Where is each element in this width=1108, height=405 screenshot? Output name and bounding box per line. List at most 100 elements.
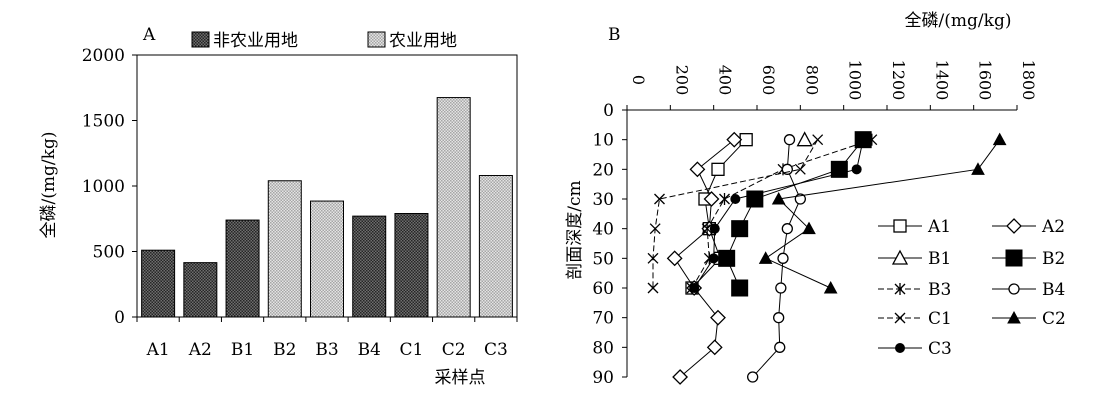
marker-shape <box>710 309 726 326</box>
point-B1 <box>796 131 813 147</box>
point-C3 <box>709 223 720 234</box>
marker-shape <box>1005 249 1023 267</box>
legend-marker <box>1005 249 1023 267</box>
point-C2 <box>971 162 985 175</box>
legend-swatch-agri <box>367 31 386 48</box>
point-B2 <box>731 220 749 238</box>
legend-marker <box>891 249 909 265</box>
legend-item-C3: C3 <box>878 339 952 359</box>
series-line-C2 <box>764 139 1001 289</box>
marker-shape <box>781 163 793 175</box>
legend-marker <box>894 312 906 324</box>
profile-x-tick-label: 400 <box>716 65 735 96</box>
profile-y-tick-label: 40 <box>592 220 614 240</box>
point-A1 <box>711 162 725 176</box>
panel-b-axes: 0 200 400 600 800 1000 1200 1400 1600 1800 0 10 20 30… <box>592 60 1038 388</box>
panel-b: B 全磷/(mg/kg) 剖面深度/cm 0 200 400 600 800 1000 12… <box>565 11 1066 388</box>
bar-C2 <box>436 97 471 318</box>
point-C1 <box>649 223 661 235</box>
bar-x-tick-label: A1 <box>146 340 170 360</box>
point-A2 <box>710 309 726 326</box>
legend-label: A2 <box>1041 217 1065 237</box>
point-B2 <box>746 190 764 208</box>
marker-shape <box>823 280 838 294</box>
profile-x-tick-label: 200 <box>672 65 691 96</box>
point-C2 <box>823 280 838 294</box>
bar-x-tick-label: B3 <box>315 340 338 360</box>
bar-y-tick-label: 500 <box>93 243 125 263</box>
point-B4 <box>773 312 785 324</box>
bar-x-tick-label: B4 <box>358 340 381 360</box>
marker-shape <box>711 162 725 176</box>
bar-y-tick-label: 1500 <box>82 112 125 132</box>
bar-x-tick-label: C1 <box>400 340 424 360</box>
point-C1 <box>647 282 659 294</box>
legend-label: B3 <box>928 280 951 300</box>
legend-label: C2 <box>1042 309 1066 329</box>
marker-shape <box>689 161 706 178</box>
marker-shape <box>647 252 659 264</box>
bar-A1 <box>141 249 176 318</box>
legend-label: C1 <box>928 309 952 329</box>
marker-shape <box>802 221 816 235</box>
profile-legend: A1 A2 B1 B2 B3 B4 C1 C2 C3 <box>878 217 1066 359</box>
panel-b-label: B <box>608 25 621 45</box>
marker-shape <box>731 279 749 297</box>
panel-a: A 非农业用地 农业用地 0 500 1000 1500 2000 A1 A2 B1 B2 B3 B… <box>39 25 518 388</box>
legend-marker <box>893 219 907 233</box>
marker-shape <box>1008 283 1020 295</box>
marker-shape <box>758 251 773 264</box>
series-line-C3 <box>693 139 864 289</box>
bar-y-axis-label: 全磷/(mg/kg) <box>39 132 59 239</box>
marker-shape <box>777 252 789 264</box>
bar-B1 <box>225 219 260 318</box>
series-line-C1 <box>652 139 819 288</box>
point-C1 <box>647 252 659 264</box>
marker-shape <box>649 223 661 235</box>
legend-item-B4: B4 <box>992 280 1065 300</box>
point-C2 <box>758 251 773 264</box>
profile-series <box>647 131 1007 385</box>
marker-shape <box>893 219 907 233</box>
point-B2 <box>731 279 749 297</box>
marker-shape <box>703 191 720 207</box>
marker-shape <box>796 131 813 147</box>
bar-B2 <box>267 180 302 318</box>
legend-item-A2: A2 <box>992 217 1065 237</box>
panel-a-label: A <box>142 25 156 45</box>
marker-shape <box>689 283 700 293</box>
profile-y-tick-label: 70 <box>592 309 614 329</box>
marker-shape <box>891 249 909 265</box>
marker-shape <box>794 163 806 175</box>
bar-x-tick-label: C3 <box>484 340 508 360</box>
profile-y-tick-label: 10 <box>592 131 614 151</box>
marker-shape <box>731 220 749 238</box>
bar-B4 <box>352 215 387 318</box>
marker-shape <box>672 369 689 385</box>
point-B4 <box>783 134 796 146</box>
marker-shape <box>894 312 906 324</box>
point-A2 <box>703 191 720 207</box>
point-B2 <box>718 249 736 267</box>
profile-x-tick-label: 1200 <box>889 60 908 101</box>
marker-shape <box>1007 310 1021 324</box>
marker-shape <box>971 162 985 175</box>
legend-swatch-non-agri <box>191 31 210 48</box>
bar-C1 <box>394 213 429 318</box>
marker-shape <box>666 250 683 267</box>
profile-x-tick-label: 1000 <box>846 60 865 101</box>
point-A2 <box>689 161 706 178</box>
marker-shape <box>812 134 824 146</box>
marker-shape <box>775 282 787 294</box>
point-B4 <box>747 371 759 383</box>
point-B2 <box>830 160 848 178</box>
profile-y-tick-label: 60 <box>592 279 614 299</box>
legend-item-B2: B2 <box>992 249 1065 269</box>
legend-label: C3 <box>928 339 952 359</box>
point-B4 <box>777 252 789 264</box>
profile-y-tick-label: 90 <box>592 368 614 388</box>
point-B3 <box>866 133 878 146</box>
bar-legend: 非农业用地 农业用地 <box>191 31 457 51</box>
bar-B3 <box>310 200 344 318</box>
